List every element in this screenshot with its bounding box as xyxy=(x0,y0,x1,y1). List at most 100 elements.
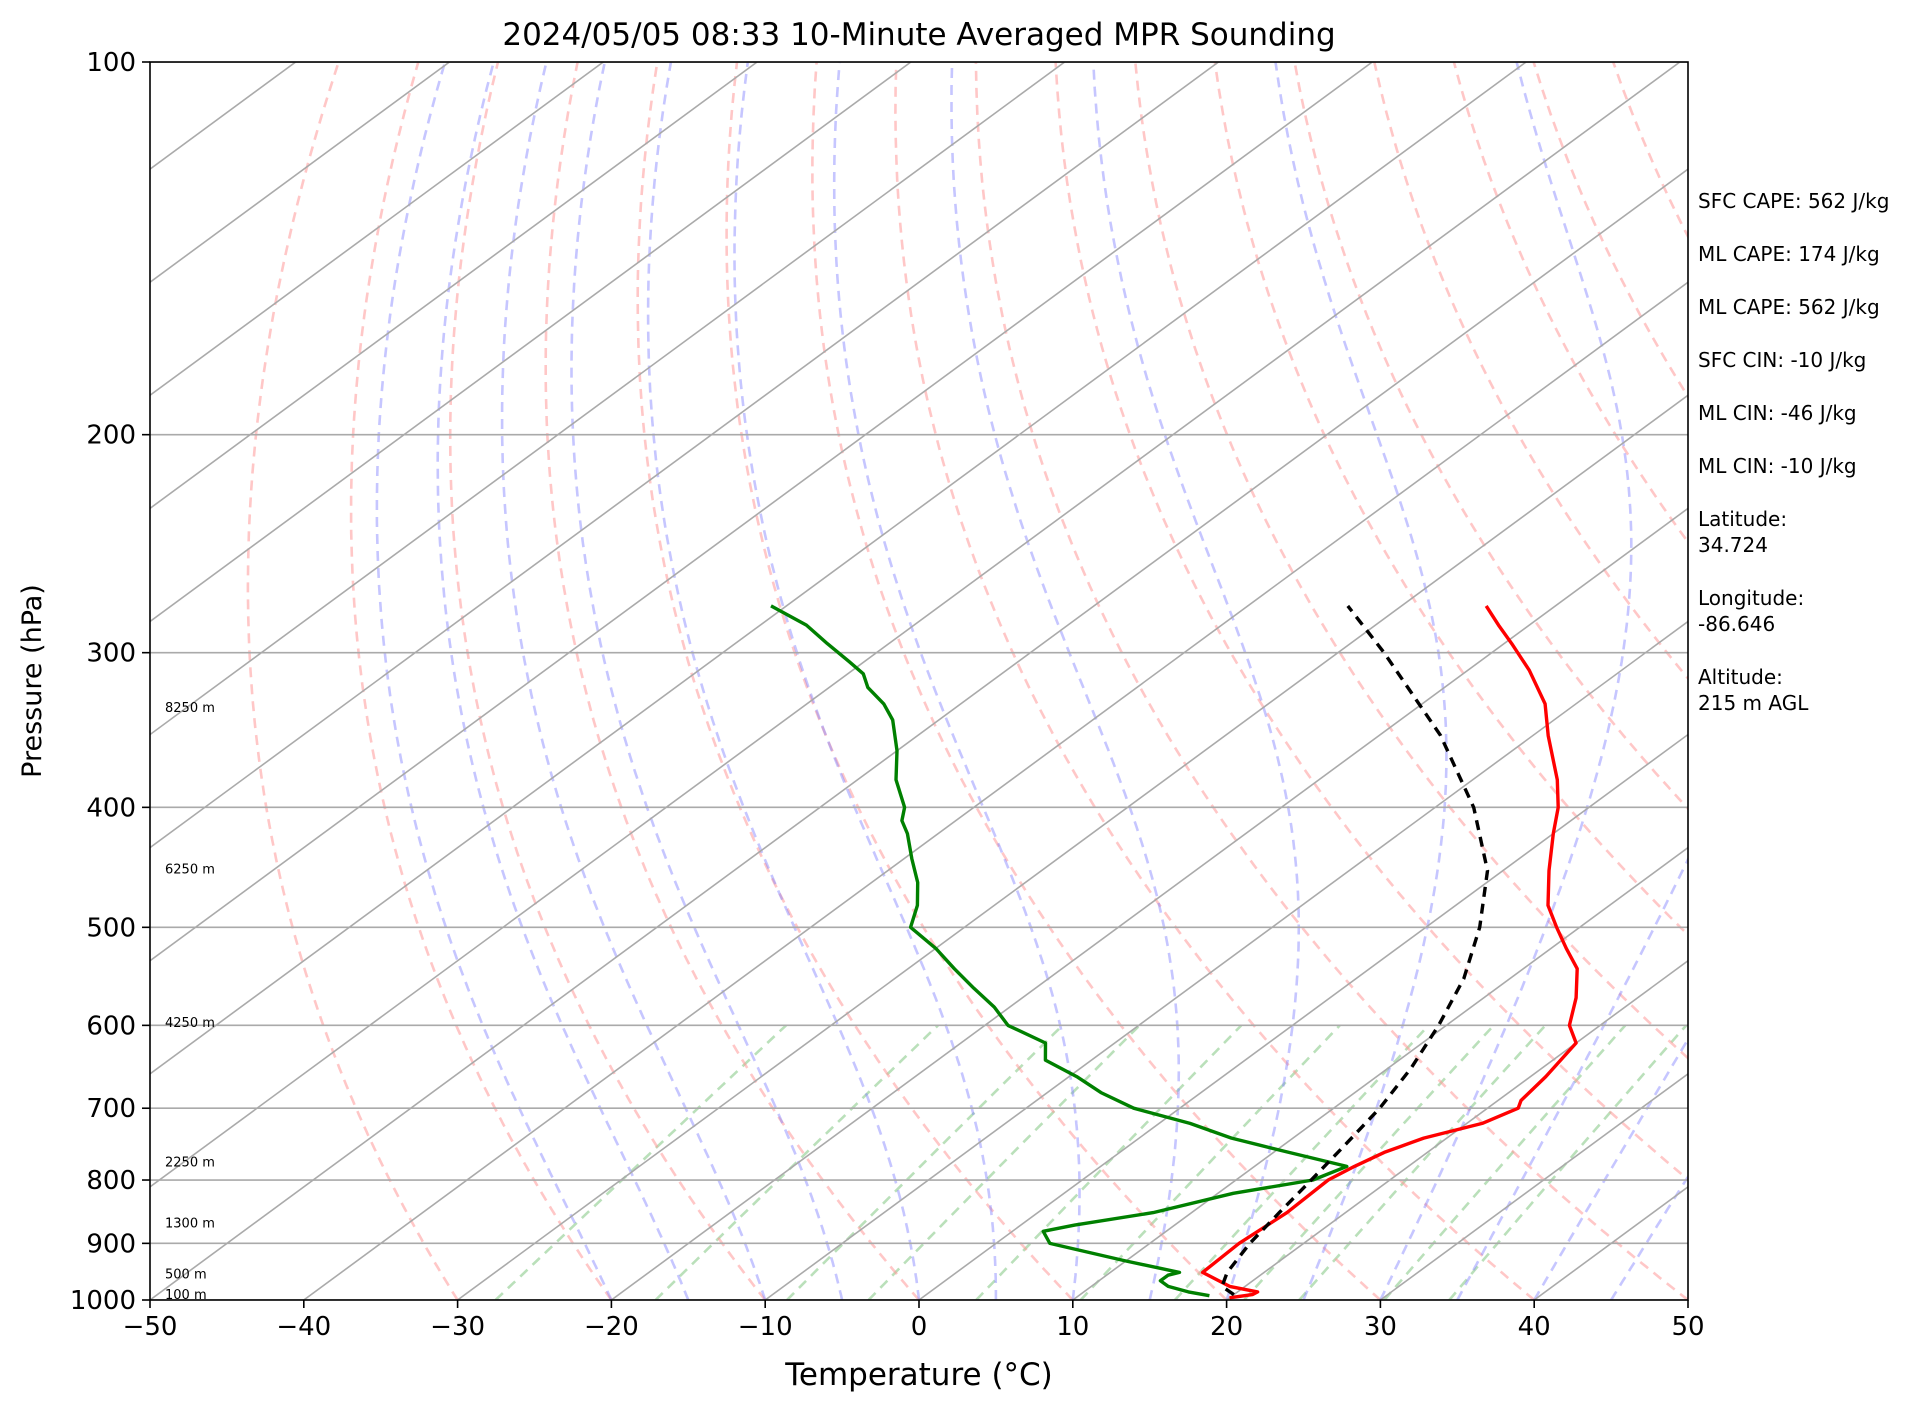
info-sfc-cin: SFC CIN: -10 J/kg xyxy=(1698,348,1867,372)
isotherm xyxy=(1072,846,1688,1300)
dry-adiabat xyxy=(811,62,1382,1300)
series-dewpoint-line xyxy=(770,604,1349,1298)
height-label: 6250 m xyxy=(165,862,215,877)
isotherm xyxy=(150,62,1527,1075)
moist-adiabat xyxy=(646,62,921,1300)
x-tick-label: 20 xyxy=(1210,1312,1243,1342)
x-axis-label: Temperature (°C) xyxy=(784,1357,1053,1393)
isotherm xyxy=(1379,1072,1688,1300)
isotherm xyxy=(918,733,1688,1300)
info-ml-cin: ML CIN: -46 J/kg xyxy=(1698,401,1857,425)
isotherm xyxy=(1226,959,1688,1300)
y-axis-ticks: 1000 900 800 700 600 500 400 300 200 100 xyxy=(70,48,150,1316)
isotherm xyxy=(150,62,912,623)
moist-adiabat xyxy=(1609,1174,1688,1300)
series-temperature-line xyxy=(1200,604,1579,1300)
height-label: 2250 m xyxy=(165,1156,215,1171)
x-tick-label: −10 xyxy=(738,1312,793,1342)
moist-adiabat xyxy=(375,62,613,1300)
y-tick-label: 600 xyxy=(86,1011,136,1041)
isotherm xyxy=(764,620,1688,1300)
mixing-ratio-line xyxy=(494,1024,787,1300)
isotherm xyxy=(150,62,450,284)
mixing-ratio-line xyxy=(975,1024,1243,1300)
sounding-info-panel: SFC CAPE: 562 J/kg ML CAPE: 174 J/kg ML … xyxy=(1698,188,1913,743)
y-tick-label: 500 xyxy=(86,913,136,943)
plot-area xyxy=(150,62,1688,1300)
y-tick-label: 800 xyxy=(86,1166,136,1196)
plot-frame xyxy=(149,61,1689,1301)
moist-adiabat xyxy=(500,62,767,1300)
x-tick-label: 10 xyxy=(1056,1312,1089,1342)
dry-adiabat xyxy=(448,62,767,1300)
info-altitude: Altitude: 215 m AGL xyxy=(1698,665,1809,715)
dry-adiabat xyxy=(544,62,920,1300)
y-axis-label: Pressure (hPa) xyxy=(17,584,48,778)
y-tick-label: 900 xyxy=(86,1229,136,1259)
dry-adiabat xyxy=(1054,62,1688,1182)
height-label: 1300 m xyxy=(165,1217,215,1232)
x-tick-label: 40 xyxy=(1518,1312,1551,1342)
mixing-ratio-line xyxy=(867,1024,1141,1300)
y-tick-label: 1000 xyxy=(70,1286,136,1316)
isotherm xyxy=(150,62,604,397)
dry-adiabat xyxy=(349,62,613,1300)
dry-adiabat xyxy=(725,62,1228,1300)
dry-adiabat xyxy=(1293,62,1688,811)
isotherm xyxy=(150,168,1688,1300)
height-labels: 100 m 500 m 1300 m 2250 m 4250 m 6250 m 8250 m xyxy=(165,701,215,1303)
chart-title: 2024/05/05 08:33 10-Minute Averaged MPR … xyxy=(502,17,1335,53)
info-ml-cape: ML CAPE: 174 J/kg xyxy=(1698,242,1880,266)
height-label: 100 m xyxy=(165,1288,207,1303)
moist-adiabat xyxy=(832,62,1081,1300)
y-tick-label: 200 xyxy=(86,421,136,451)
moist-adiabat xyxy=(1274,62,1448,1300)
moist-adiabat xyxy=(733,62,998,1300)
isotherm xyxy=(150,62,758,510)
moist-adiabat xyxy=(1092,62,1301,1300)
info-longitude: Longitude: -86.646 xyxy=(1698,586,1805,636)
dry-adiabat xyxy=(1213,62,1688,937)
sounding-profiles xyxy=(770,604,1579,1300)
x-tick-label: −50 xyxy=(123,1312,178,1342)
height-label: 4250 m xyxy=(165,1016,215,1031)
isotherm xyxy=(303,281,1688,1300)
x-tick-label: 30 xyxy=(1364,1312,1397,1342)
x-tick-label: −20 xyxy=(584,1312,639,1342)
dry-adiabat xyxy=(1134,62,1688,1060)
x-tick-label: 0 xyxy=(911,1312,928,1342)
isotherm xyxy=(150,62,1066,736)
mixing-ratio-line xyxy=(786,1024,1064,1300)
y-tick-label: 700 xyxy=(86,1094,136,1124)
x-axis-ticks: −50 −40 −30 −20 −10 0 10 20 30 40 50 xyxy=(123,1300,1705,1342)
info-ml-cape-2: ML CAPE: 562 J/kg xyxy=(1698,295,1880,319)
height-label: 500 m xyxy=(165,1268,207,1283)
dry-adiabat xyxy=(246,62,459,1300)
dry-adiabats xyxy=(246,62,1688,1300)
height-label: 8250 m xyxy=(165,701,215,716)
x-tick-label: −40 xyxy=(276,1312,331,1342)
info-latitude: Latitude: 34.724 xyxy=(1698,507,1788,557)
dry-adiabat xyxy=(636,62,1074,1300)
info-sfc-cape: SFC CAPE: 562 J/kg xyxy=(1698,189,1890,213)
moist-adiabats xyxy=(375,62,1688,1300)
y-tick-label: 400 xyxy=(86,793,136,823)
dry-adiabat xyxy=(974,62,1688,1300)
x-tick-label: 50 xyxy=(1671,1312,1704,1342)
y-tick-label: 300 xyxy=(86,639,136,669)
isotherms xyxy=(150,62,1688,1300)
y-tick-label: 100 xyxy=(86,48,136,78)
moist-adiabat xyxy=(570,62,844,1300)
moist-adiabat xyxy=(1456,856,1688,1300)
isotherm xyxy=(150,62,1219,849)
dry-adiabat xyxy=(894,62,1536,1300)
x-tick-label: −30 xyxy=(430,1312,485,1342)
isotherm xyxy=(457,394,1688,1300)
isobar-grid xyxy=(150,62,1688,1300)
isotherm xyxy=(610,507,1688,1300)
info-ml-cin-2: ML CIN: -10 J/kg xyxy=(1698,454,1857,478)
series-parcel-line xyxy=(1220,604,1490,1296)
isotherm xyxy=(150,62,1681,1188)
moist-adiabat xyxy=(950,62,1181,1300)
